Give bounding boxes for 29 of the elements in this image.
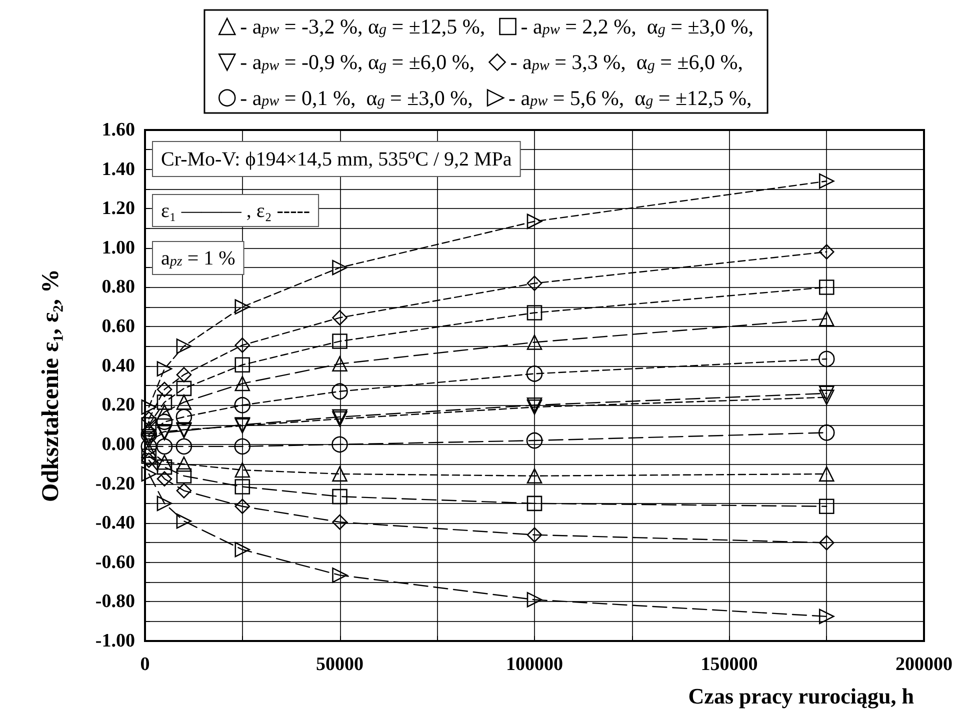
y-tick-label: 0.00	[102, 434, 135, 455]
y-tick-label: -0.20	[95, 473, 135, 494]
y-axis-title: Odkształcenie ε₁, ε₂, %	[38, 269, 64, 502]
x-tick-label: 50000	[316, 654, 364, 675]
legend-label: - apw = -3,2 %, αg = ±12,5 %,	[240, 14, 486, 38]
y-tick-label: -0.60	[95, 552, 135, 573]
legend-label: - apw = 0,1 %, αg = ±3,0 %,	[240, 86, 473, 110]
x-tick-label: 150000	[700, 654, 758, 675]
x-axis-title: Czas pracy rurociągu, h	[688, 684, 914, 708]
y-tick-label: 1.20	[102, 198, 135, 220]
y-tick-label: 1.40	[102, 158, 135, 180]
y-tick-label: 0.80	[102, 276, 135, 298]
y-tick-label: 0.60	[102, 316, 135, 338]
y-tick-label: 0.40	[102, 355, 135, 376]
legend-label: - apw = 5,6 %, αg = ±12,5 %,	[508, 86, 752, 110]
x-tick-label: 200000	[896, 654, 952, 675]
legend-label: - apw = 2,2 %, αg = ±3,0 %,	[520, 14, 754, 38]
y-tick-label: -0.80	[95, 591, 135, 612]
annotation: ε₁ ——— , ε₂ -----	[161, 200, 310, 222]
y-tick-label: 1.00	[102, 237, 135, 258]
y-tick-label: 1.60	[102, 120, 135, 140]
y-tick-label: -0.40	[95, 512, 135, 534]
y-tick-label: -1.00	[95, 630, 135, 652]
legend-label: - apw = -0,9 %, αg = ±6,0 %,	[240, 50, 475, 74]
annotation: apz = 1 %	[161, 248, 236, 270]
legend-label: - apw = 3,3 %, αg = ±6,0 %,	[510, 50, 744, 74]
x-tick-label: 100000	[506, 654, 563, 675]
x-tick-label: 0	[140, 654, 150, 675]
y-tick-label: 0.20	[102, 394, 135, 416]
